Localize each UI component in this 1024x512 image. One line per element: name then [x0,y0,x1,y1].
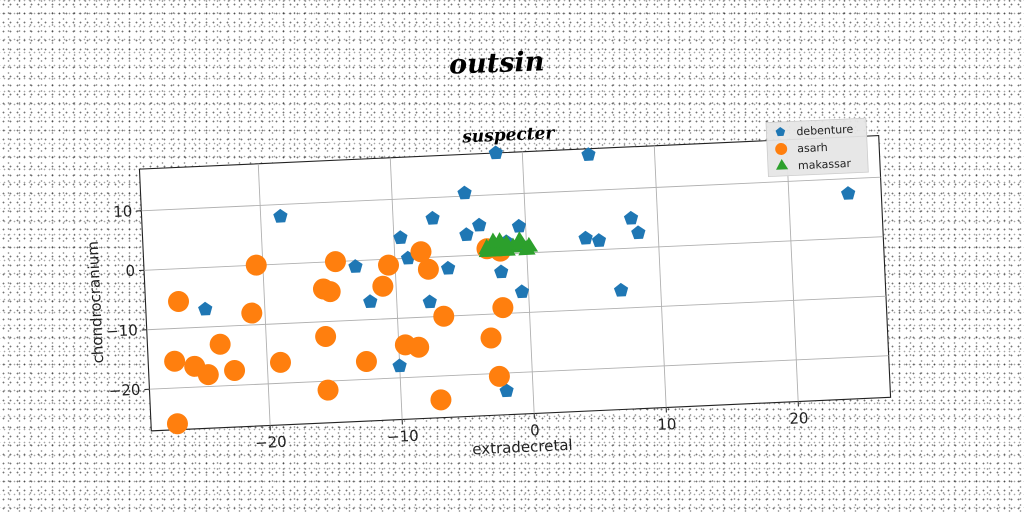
debenture-point [511,218,527,233]
y-tick-label: 0 [125,262,135,280]
y-tick-label: −10 [106,321,138,340]
asarh-point [317,379,339,401]
x-tick-label: 0 [530,421,540,439]
x-grid-line [389,157,403,420]
axis-ticks: −20 −10 0 10 20 10 0 −10 −20 [106,202,809,452]
debenture-point [392,358,407,373]
debenture-point [494,264,509,279]
debenture-point [499,383,514,398]
debenture-point [488,145,503,160]
legend-label-asarh: asarh [797,141,828,155]
asarh-point [378,254,400,276]
asarh-point [480,327,502,349]
asarh-legend-marker [775,143,788,156]
y-tick-label: 10 [113,202,133,221]
asarh-point [430,389,452,411]
asarh-point [245,254,267,276]
asarh-point [315,326,337,348]
x-tick-label: −20 [255,433,287,452]
y-tick-label: −20 [108,381,140,400]
makassar-point [511,231,529,247]
asarh-point [241,302,263,324]
x-tick-label: 10 [657,415,677,434]
debenture-point [514,284,529,299]
debenture-point [623,210,639,225]
debenture-point [840,186,856,200]
makassar-legend-marker [776,159,789,170]
x-grid-line [257,163,271,426]
data-points [164,145,856,435]
asarh-point [408,336,430,358]
debenture-point [631,225,646,240]
debenture-point [613,282,629,297]
figure-title: outsin [449,46,545,80]
debenture-point [581,147,596,161]
asarh-point [168,290,190,312]
debenture-point [348,259,363,273]
asarh-point [488,365,510,387]
debenture-point [393,230,408,245]
debenture-point [459,227,474,242]
debenture-point [425,210,440,225]
debenture-point [440,260,456,275]
debenture-point [591,233,607,247]
legend-box [765,117,869,178]
asarh-point [492,297,514,319]
y-grid-line [149,355,889,390]
debenture-point [457,185,472,200]
y-axis-label: chondrocranium [84,241,108,364]
debenture-legend-marker [775,127,786,137]
debenture-point [198,301,213,316]
x-grid-line [653,145,667,408]
asarh-point [355,351,377,373]
makassar-point [478,241,496,258]
makassar-point [491,232,509,248]
debenture-point [578,230,593,245]
debenture-point [273,208,288,223]
asarh-point [417,258,439,280]
debenture-point [472,217,487,232]
chart-title: suspecter [461,123,556,147]
asarh-point [224,359,246,381]
scatter-chart: −20 −10 0 10 20 10 0 −10 −20 debenture asarh makas… [84,117,892,459]
debenture-point [422,294,437,309]
legend-label-makassar: makassar [798,157,852,172]
legend-label-debenture: debenture [796,123,854,139]
x-tick-label: −10 [387,427,419,446]
x-grid-line [785,139,799,402]
asarh-point [433,305,455,327]
y-grid-line [141,176,881,212]
makassar-point [520,236,539,253]
debenture-point [363,294,378,309]
asarh-point [164,350,186,372]
asarh-point [209,333,231,355]
asarh-point [324,251,346,273]
asarh-point [197,364,219,386]
x-axis-label: extradecretal [472,436,573,459]
asarh-point [410,241,432,263]
y-grid-line [146,295,886,331]
legend: debenture asarh makassar [765,117,869,178]
plot-area [138,135,892,432]
asarh-point [269,351,291,373]
x-grid-line [521,151,535,414]
asarh-point [372,275,394,297]
asarh-point [319,281,341,303]
asarh-point [166,413,188,435]
x-tick-label: 20 [789,409,809,428]
